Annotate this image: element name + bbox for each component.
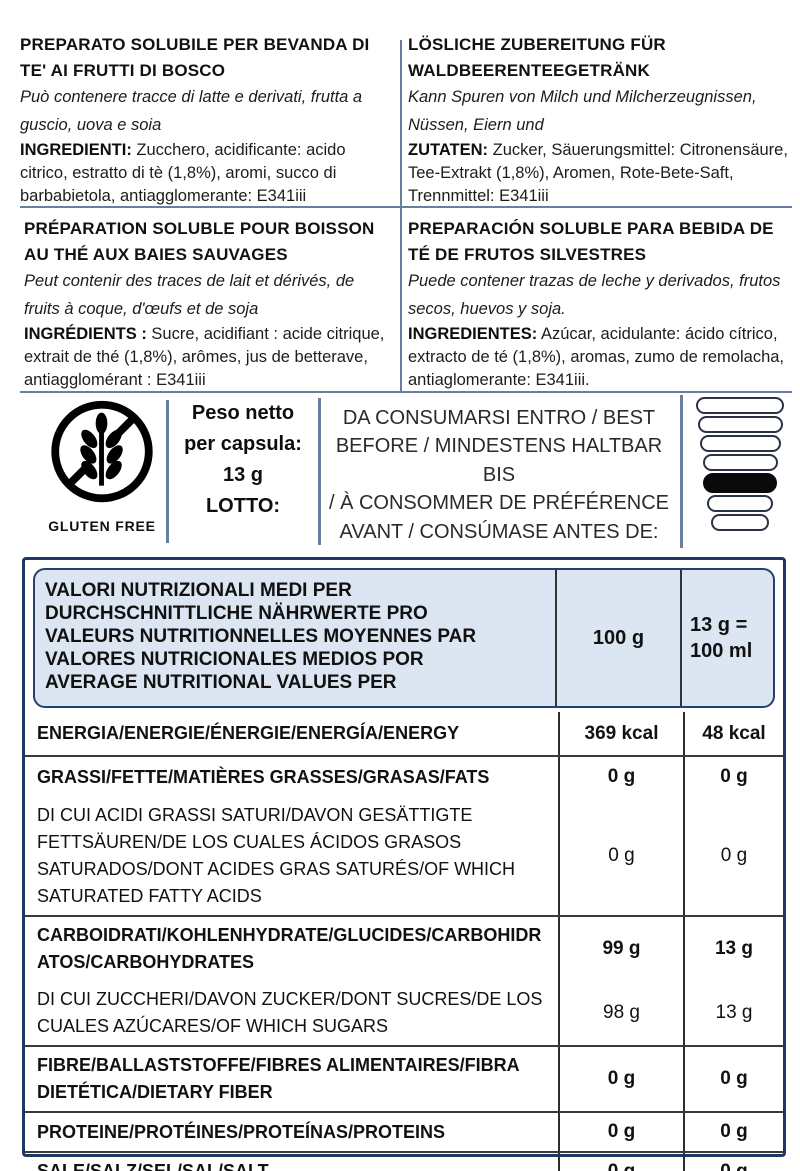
capsule-icon — [702, 454, 778, 471]
saturated-fats-value-100g: 0 g — [558, 797, 683, 915]
product-title-de: LÖSLICHE ZUBEREITUNG FÜR WALDBEERENTEEGE… — [408, 35, 666, 80]
carbs-value-100g: 99 g — [558, 917, 683, 981]
fats-value-100g: 0 g — [558, 757, 683, 797]
gluten-free-label: GLUTEN FREE — [48, 518, 156, 534]
ingredients-de: ZUTATEN: Zucker, Säuerungsmittel: Citron… — [408, 139, 794, 207]
nutrition-table-header: VALORI NUTRIZIONALI MEDI PER DURCHSCHNIT… — [33, 568, 775, 708]
nutrition-table: VALORI NUTRIZIONALI MEDI PER DURCHSCHNIT… — [22, 557, 786, 1171]
saturated-fats-value-13g: 0 g — [683, 797, 783, 915]
carbs-value-13g: 13 g — [683, 917, 783, 981]
row-fibre: FIBRE/BALLASTSTOFFE/FIBRES ALIMENTAIRES/… — [25, 1047, 783, 1113]
column-header-13g: 13 g = 100 ml — [680, 570, 773, 706]
column-divider-line — [400, 40, 402, 391]
allergen-note-it: Può contenere tracce di latte e derivati… — [20, 88, 363, 135]
row-carbohydrates: CARBOIDRATI/KOHLENHYDRATE/GLUCIDES/CARBO… — [25, 917, 783, 1047]
ingredients-label-es: INGREDIENTES: — [408, 325, 538, 344]
best-before-line: AVANT / CONSÚMASE ANTES DE: — [339, 520, 659, 543]
saturated-fats-label: DI CUI ACIDI GRASSI SATURI/DAVON GESÄTTI… — [37, 805, 516, 906]
capsule-icon-filled — [703, 473, 777, 493]
gluten-free-icon — [51, 400, 153, 503]
ingredients-text-fr: Sucre, acidifiant : acide citrique, extr… — [24, 325, 385, 389]
energy-label: ENERGIA/ENERGIE/ÉNERGIE/ENERGÍA/ENERGY — [37, 723, 460, 743]
ingredients-text-de: Zucker, Säuerungsmittel: Citronensäure, … — [408, 141, 788, 205]
fats-label: GRASSI/FETTE/MATIÈRES GRASSES/GRASAS/FAT… — [37, 766, 490, 787]
salt-label: SALE/SALZ/SEL/SAL/SALT — [37, 1161, 269, 1171]
product-title-fr: PRÉPARATION SOLUBLE POUR BOISSON AU THÉ … — [24, 219, 375, 264]
best-before-line: BEFORE / MINDESTENS HALTBAR BIS — [335, 435, 663, 486]
best-before-block: DA CONSUMARSI ENTRO / BEST BEFORE / MIND… — [322, 404, 676, 546]
capsule-stack-icon — [690, 397, 790, 531]
row-energy: ENERGIA/ENERGIE/ÉNERGIE/ENERGÍA/ENERGY 3… — [25, 712, 783, 757]
ingredients-fr: INGRÉDIENTS : Sucre, acidifiant : acide … — [24, 323, 392, 391]
header-line-fr: VALEURS NUTRITIONNELLES MOYENNES PAR — [45, 625, 477, 647]
capsule-icon — [711, 514, 769, 531]
middle-divider-line — [318, 398, 321, 545]
ingredients-text-es: Azúcar, acidulante: ácido cítrico, extra… — [408, 325, 785, 389]
protein-value-13g: 0 g — [683, 1113, 783, 1151]
ingredients-label-it: INGREDIENTI: — [20, 141, 132, 160]
gluten-free-badge: GLUTEN FREE — [36, 396, 168, 534]
ingredients-text-it: Zucchero, acidificante: acido citrico, e… — [20, 141, 346, 205]
net-weight-line: Peso netto — [191, 402, 295, 424]
row-divider-line — [20, 391, 792, 393]
fats-value-13g: 0 g — [683, 757, 783, 797]
section-italian: PREPARATO SOLUBILE PER BEVANDA DI TE' AI… — [20, 32, 390, 207]
capsule-icon — [707, 495, 773, 512]
header-line-en: AVERAGE NUTRITIONAL VALUES PER — [45, 671, 397, 693]
fibre-value-100g: 0 g — [558, 1047, 683, 1111]
row-fats: GRASSI/FETTE/MATIÈRES GRASSES/GRASAS/FAT… — [25, 757, 783, 917]
sugars-value-100g: 98 g — [558, 981, 683, 1045]
row-protein: PROTEINE/PROTÉINES/PROTEÍNAS/PROTEINS 0 … — [25, 1113, 783, 1153]
net-weight-line: per capsula: — [184, 433, 302, 455]
fibre-label: FIBRE/BALLASTSTOFFE/FIBRES ALIMENTAIRES/… — [37, 1055, 519, 1102]
header-line-it: VALORI NUTRIZIONALI MEDI PER — [45, 580, 352, 601]
net-weight-block: Peso netto per capsula: 13 g LOTTO: — [170, 398, 316, 522]
lot-label: LOTTO: — [205, 495, 281, 517]
sugars-value-13g: 13 g — [683, 981, 783, 1045]
capsule-icon — [696, 397, 784, 414]
column-header-13g-line1: 13 g = — [690, 614, 748, 636]
energy-value-13g: 48 kcal — [683, 712, 783, 755]
header-line-es: VALORES NUTRICIONALES MEDIOS POR — [45, 648, 424, 670]
section-german: LÖSLICHE ZUBEREITUNG FÜR WALDBEERENTEEGE… — [408, 32, 794, 207]
row-divider-line — [20, 206, 792, 208]
column-header-13g-line2: 100 ml — [690, 640, 753, 662]
section-french: PRÉPARATION SOLUBLE POUR BOISSON AU THÉ … — [24, 216, 392, 391]
product-title-it: PREPARATO SOLUBILE PER BEVANDA DI TE' AI… — [20, 35, 370, 80]
section-spanish: PREPARACIÓN SOLUBLE PARA BEBIDA DE TÉ DE… — [408, 216, 794, 391]
capsule-icon — [697, 416, 783, 433]
row-salt: SALE/SALZ/SEL/SAL/SALT 0 g 0 g — [25, 1153, 783, 1171]
nutrition-table-body: ENERGIA/ENERGIE/ÉNERGIE/ENERGÍA/ENERGY 3… — [25, 712, 783, 1171]
protein-value-100g: 0 g — [558, 1113, 683, 1151]
middle-divider-line — [680, 395, 683, 548]
capsule-icon — [699, 435, 781, 452]
allergen-note-es: Puede contener trazas de leche y derivad… — [408, 272, 781, 319]
salt-value-13g: 0 g — [683, 1153, 783, 1171]
ingredients-es: INGREDIENTES: Azúcar, acidulante: ácido … — [408, 323, 794, 391]
allergen-note-de: Kann Spuren von Milch und Milcherzeugnis… — [408, 88, 757, 135]
header-line-de: DURCHSCHNITTLICHE NÄHRWERTE PRO — [45, 602, 428, 624]
ingredients-label-de: ZUTATEN: — [408, 141, 489, 160]
middle-divider-line — [166, 400, 169, 543]
column-header-100g: 100 g — [555, 570, 680, 706]
allergen-note-fr: Peut contenir des traces de lait et déri… — [24, 272, 355, 319]
protein-label: PROTEINE/PROTÉINES/PROTEÍNAS/PROTEINS — [37, 1121, 446, 1142]
salt-value-100g: 0 g — [558, 1153, 683, 1171]
carbs-label: CARBOIDRATI/KOHLENHYDRATE/GLUCIDES/CARBO… — [37, 925, 542, 972]
best-before-line: DA CONSUMARSI ENTRO / BEST — [342, 407, 656, 429]
fibre-value-13g: 0 g — [683, 1047, 783, 1111]
ingredients-it: INGREDIENTI: Zucchero, acidificante: aci… — [20, 139, 390, 207]
net-weight-value: 13 g — [222, 464, 264, 486]
product-title-es: PREPARACIÓN SOLUBLE PARA BEBIDA DE TÉ DE… — [408, 219, 774, 264]
ingredients-label-fr: INGRÉDIENTS : — [24, 325, 147, 344]
energy-value-100g: 369 kcal — [558, 712, 683, 755]
nutrition-header-title: VALORI NUTRIZIONALI MEDI PER DURCHSCHNIT… — [35, 570, 555, 706]
sugars-label: DI CUI ZUCCHERI/DAVON ZUCKER/DONT SUCRES… — [37, 989, 543, 1036]
best-before-line: / À CONSOMMER DE PRÉFÉRENCE — [328, 492, 670, 515]
